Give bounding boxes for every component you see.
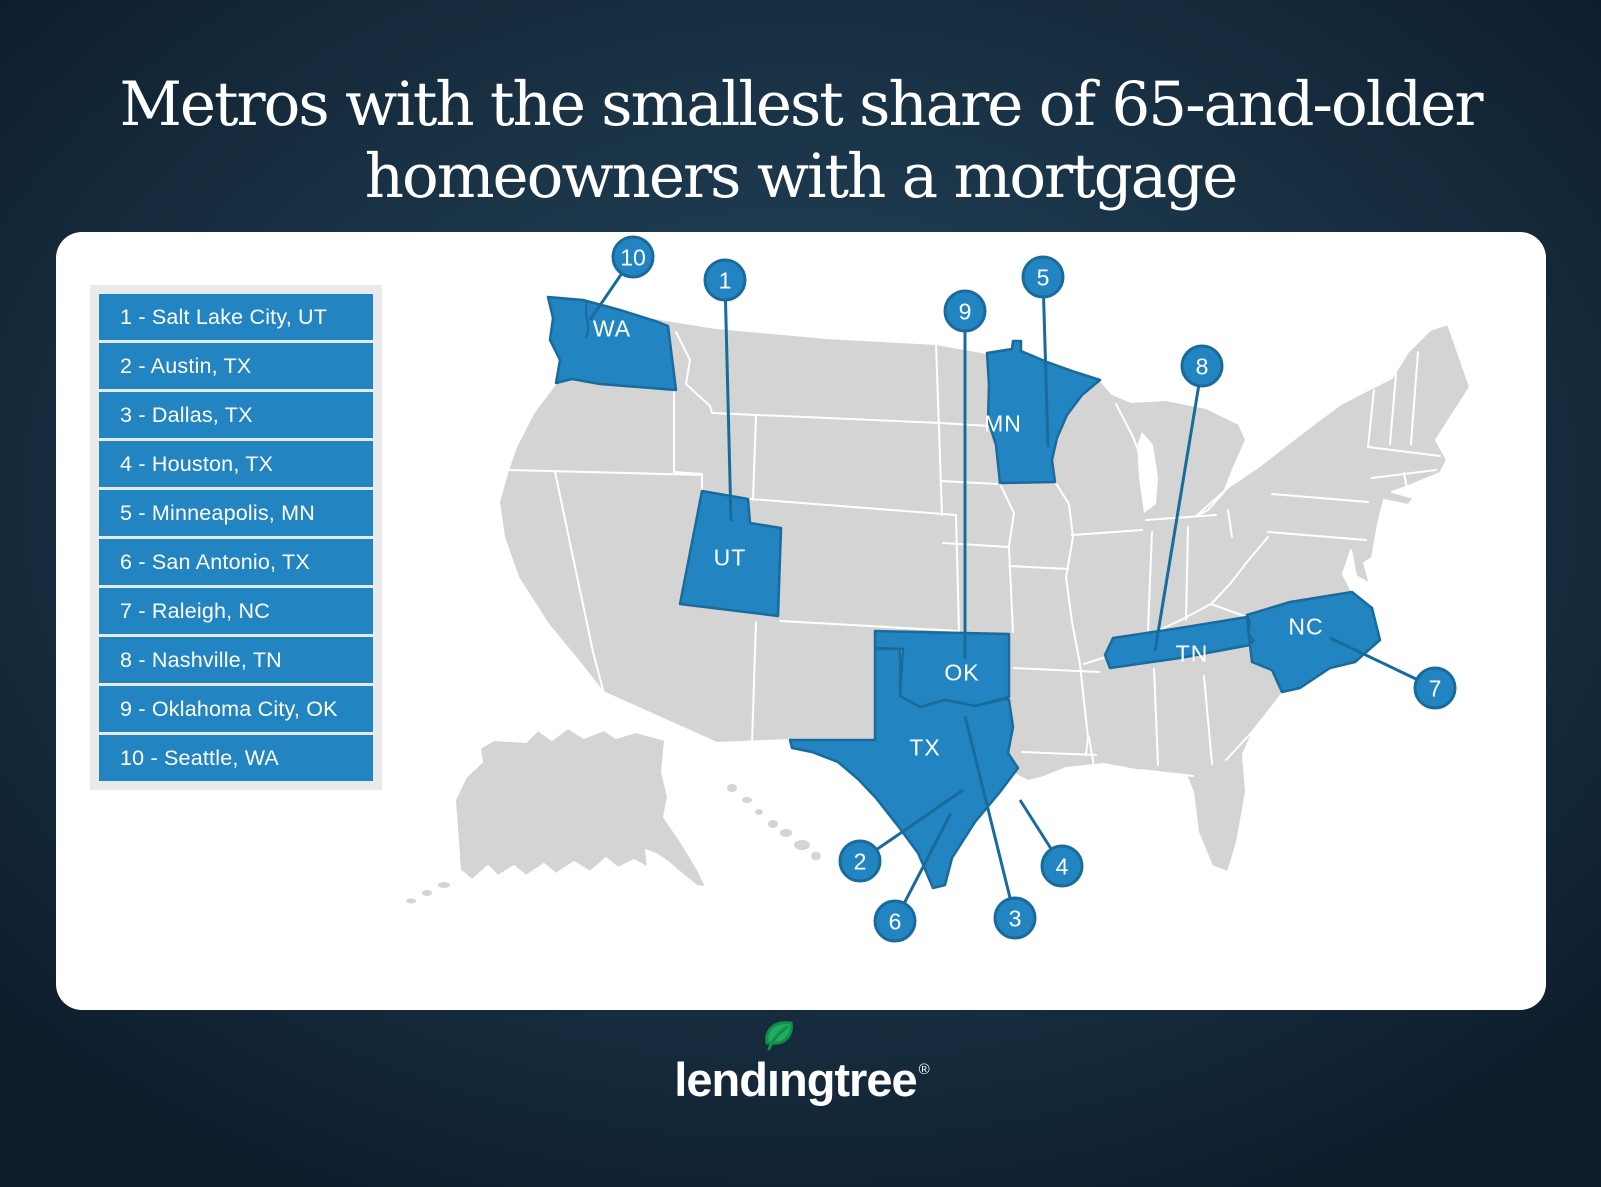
callout-circle-shape [611,235,655,279]
legend-item: 2 - Austin, TX [99,343,373,389]
state-utah [678,489,783,618]
state-washington [546,295,678,392]
callout-number: 1 [719,267,732,293]
callout-line-8 [1153,365,1204,652]
title-line-2: homeowners with a mortgage [364,140,1239,212]
callout-number: 3 [1009,905,1022,931]
callout-circle-shape [873,899,917,943]
callout-circle-5: 5 [1021,255,1065,299]
state-label-TX: TX [909,734,940,760]
state-north-carolina [1245,590,1382,694]
legend-item: 9 - Oklahoma City, OK [99,686,373,732]
callout-circle-9: 9 [943,289,987,333]
page-title: Metros with the smallest share of 65-and… [0,69,1601,213]
callout-circle-shape [993,896,1037,940]
callout-circle-shape [838,839,882,883]
state-label-WA: WA [593,315,631,341]
legend-item: 10 - Seattle, WA [99,735,373,781]
state-label-NC: NC [1288,613,1323,639]
state-label-TN: TN [1176,640,1209,666]
callout-circle-2: 2 [838,839,882,883]
callout-number: 4 [1056,853,1069,879]
callout-circle-shape [703,258,747,302]
callout-circle-8: 8 [1180,344,1224,388]
callout-circle-shape [1040,844,1084,888]
us-map: 1 2 3 4 5 6 7 8 9 10 WA UT MN OK TX TN NC [406,235,1471,943]
title-line-1: Metros with the smallest share of 65-and… [119,68,1483,140]
logo-text-part1: lend [674,1053,768,1106]
tn-nc-border-detail [1246,616,1255,646]
logo-text-part2: ngtree [778,1053,918,1106]
callout-number: 2 [854,848,867,874]
callout-circle-4: 4 [1040,844,1084,888]
map-card: 1 2 3 4 5 6 7 8 9 10 WA UT MN OK TX TN NC 1 - Salt Lake… [56,232,1546,1010]
leaf-icon [765,1021,793,1051]
state-minnesota [985,339,1102,485]
callout-line-3 [963,715,1017,919]
state-label-MN: MN [984,410,1022,436]
legend-item: 3 - Dallas, TX [99,392,373,438]
callout-circle-shape [1021,255,1065,299]
registered-mark: ® [918,1061,930,1078]
legend-item: 8 - Nashville, TN [99,637,373,683]
callout-circle-3: 3 [993,896,1037,940]
callout-circle-6: 6 [873,899,917,943]
callout-number: 9 [959,298,972,324]
state-borders [507,331,1441,777]
callout-circle-shape [1413,666,1457,710]
legend-box: 1 - Salt Lake City, UT 2 - Austin, TX 3 - … [90,285,382,790]
callout-number: 10 [620,244,646,270]
callout-number: 8 [1196,353,1209,379]
callout-number: 7 [1429,675,1442,701]
callout-circle-10: 10 [611,235,655,279]
state-label-UT: UT [714,544,747,570]
legend-item: 5 - Minneapolis, MN [99,490,373,536]
legend-item: 7 - Raleigh, NC [99,588,373,634]
state-tennessee [1103,615,1252,670]
legend-item: 4 - Houston, TX [99,441,373,487]
state-label-OK: OK [944,659,979,685]
legend-item: 6 - San Antonio, TX [99,539,373,585]
callout-number: 5 [1037,264,1050,290]
callout-line-1 [723,279,733,522]
lake-michigan [1137,432,1158,513]
callout-circle-shape [1180,344,1224,388]
callout-number: 6 [889,908,902,934]
hawaii-islands [727,784,821,860]
callout-circle-7: 7 [1413,666,1457,710]
puget-sound-detail [585,301,590,339]
lendingtree-logo: lend ı ngtree ® [0,1021,1601,1107]
logo-letter-i: ı [765,1021,793,1107]
callout-line-5 [1041,276,1050,448]
aleutian-islands [406,882,450,904]
highlighted-states [546,295,1382,890]
state-texas [788,647,1020,890]
callout-circle-shape [943,289,987,333]
state-alaska [454,727,707,888]
callout-circle-1: 1 [703,258,747,302]
legend-item: 1 - Salt Lake City, UT [99,294,373,340]
